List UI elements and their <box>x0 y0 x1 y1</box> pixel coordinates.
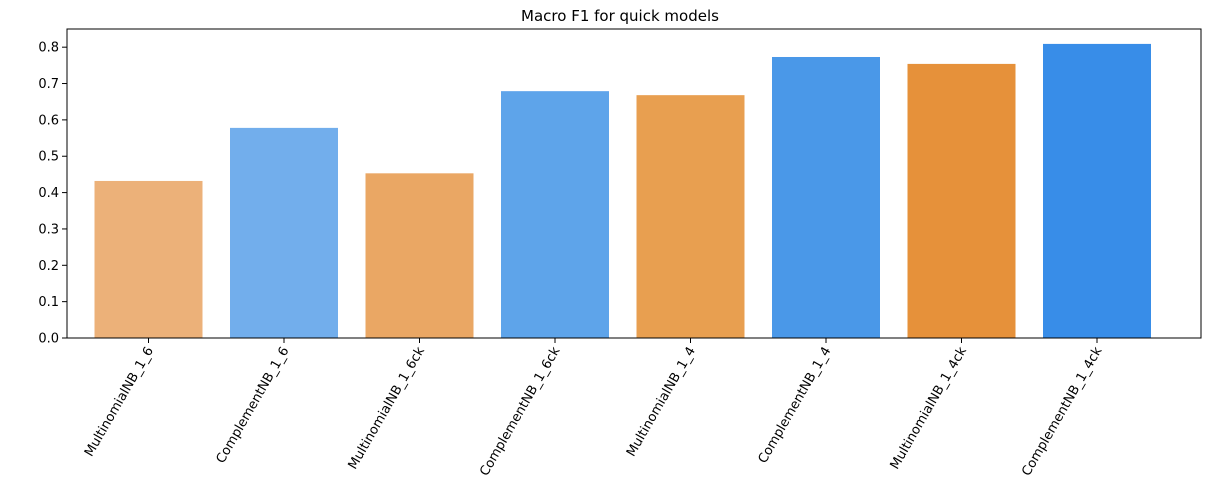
x-tick-label: MultinomialNB_1_6 <box>82 345 157 460</box>
bar-ComplementNB_1_4ck <box>1043 43 1151 339</box>
x-tick-label: MultinomialNB_1_6ck <box>346 344 429 472</box>
bar-ComplementNB_1_6ck <box>501 91 609 338</box>
x-tick-label: ComplementNB_1_6ck <box>477 344 563 479</box>
chart-title: Macro F1 for quick models <box>521 7 719 25</box>
bar-MultinomialNB_1_6ck <box>365 173 474 338</box>
y-tick-label: 0.2 <box>38 259 59 274</box>
y-tick-label: 0.7 <box>38 77 59 92</box>
x-tick-label: ComplementNB_1_4 <box>756 345 835 467</box>
x-tick-label: ComplementNB_1_4ck <box>1019 344 1105 479</box>
y-tick-label: 0.8 <box>38 41 59 56</box>
x-tick-label: MultinomialNB_1_4ck <box>888 344 971 472</box>
y-tick-label: 0.3 <box>38 222 59 237</box>
bar-MultinomialNB_1_4 <box>636 95 745 338</box>
y-tick-label: 0.4 <box>38 186 59 201</box>
bar-ComplementNB_1_4 <box>772 56 880 339</box>
bar-MultinomialNB_1_6 <box>94 180 203 338</box>
plot-frame <box>66 28 1202 339</box>
y-tick-label: 0.1 <box>38 295 59 310</box>
bar-MultinomialNB_1_4ck <box>907 63 1016 338</box>
bar-ComplementNB_1_6 <box>230 127 338 338</box>
y-tick-label: 0.0 <box>38 332 59 347</box>
x-tick-label: ComplementNB_1_6 <box>214 345 293 467</box>
y-tick-label: 0.5 <box>38 150 59 165</box>
x-tick-label: MultinomialNB_1_4 <box>624 345 699 460</box>
y-tick-label: 0.6 <box>38 113 59 128</box>
